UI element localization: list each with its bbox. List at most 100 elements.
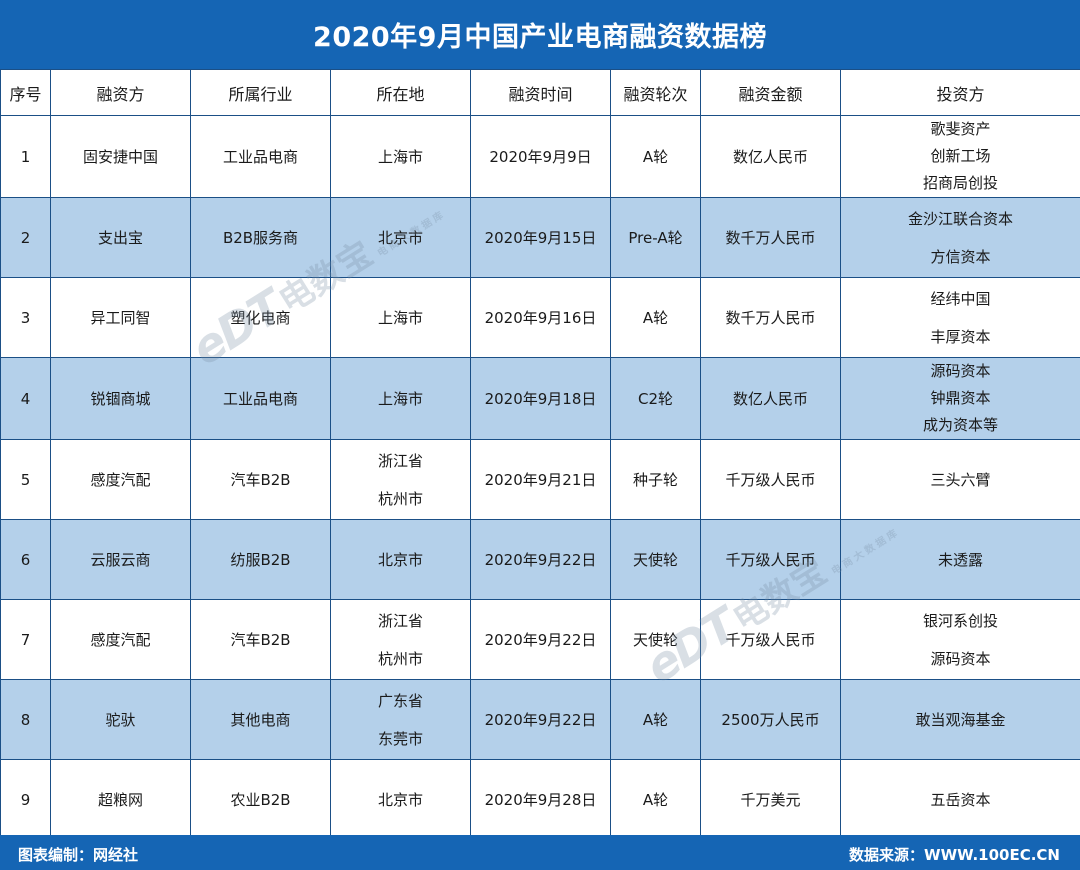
- column-header-industry: 所属行业: [190, 69, 331, 116]
- cell-amount: 数亿人民币: [700, 357, 841, 440]
- cell-no: 1: [0, 115, 51, 198]
- cell-amount: 千万级人民币: [700, 519, 841, 600]
- cell-amount: 千万级人民币: [700, 599, 841, 680]
- cell-location: 浙江省 杭州市: [330, 599, 471, 680]
- cell-date: 2020年9月22日: [470, 679, 611, 760]
- cell-amount: 数亿人民币: [700, 115, 841, 198]
- investor-name: 源码资本: [930, 649, 991, 668]
- cell-industry: 汽车B2B: [190, 439, 331, 520]
- cell-industry: 其他电商: [190, 679, 331, 760]
- cell-no: 3: [0, 277, 51, 358]
- cell-round: A轮: [610, 115, 701, 198]
- cell-industry: 农业B2B: [190, 759, 331, 840]
- table-row: 9 超粮网 农业B2B 北京市 2020年9月28日 A轮 千万美元 五岳资本: [0, 759, 1080, 840]
- cell-amount: 千万美元: [700, 759, 841, 840]
- location-city: 杭州市: [377, 489, 423, 508]
- table-header-row: 序号 融资方 所属行业 所在地 融资时间 融资轮次 融资金额 投资方: [0, 69, 1080, 116]
- cell-no: 7: [0, 599, 51, 680]
- cell-investors: 敢当观海基金: [840, 679, 1080, 760]
- cell-round: A轮: [610, 679, 701, 760]
- cell-round: A轮: [610, 759, 701, 840]
- cell-company: 驼驮: [50, 679, 191, 760]
- cell-date: 2020年9月18日: [470, 357, 611, 440]
- investor-name: 创新工场: [930, 147, 991, 165]
- cell-date: 2020年9月15日: [470, 197, 611, 278]
- cell-investors: 金沙江联合资本 方信资本: [840, 197, 1080, 278]
- cell-industry: 纺服B2B: [190, 519, 331, 600]
- investor-name: 歌斐资产: [930, 120, 991, 138]
- page-title: 2020年9月中国产业电商融资数据榜: [0, 0, 1080, 69]
- cell-investors: 未透露: [840, 519, 1080, 600]
- cell-location: 上海市: [330, 357, 471, 440]
- cell-industry: 塑化电商: [190, 277, 331, 358]
- column-header-investors: 投资方: [840, 69, 1080, 116]
- cell-no: 8: [0, 679, 51, 760]
- cell-date: 2020年9月22日: [470, 599, 611, 680]
- column-header-round: 融资轮次: [610, 69, 701, 116]
- financing-table: 序号 融资方 所属行业 所在地 融资时间 融资轮次 融资金额 投资方 1 固安捷…: [0, 69, 1080, 840]
- location-province: 浙江省: [377, 451, 423, 470]
- column-header-company: 融资方: [50, 69, 191, 116]
- cell-investors: 歌斐资产 创新工场 招商局创投: [840, 115, 1080, 198]
- cell-round: Pre-A轮: [610, 197, 701, 278]
- table-row: 6 云服云商 纺服B2B 北京市 2020年9月22日 天使轮 千万级人民币 未…: [0, 519, 1080, 600]
- location-province: 广东省: [377, 691, 423, 710]
- cell-company: 超粮网: [50, 759, 191, 840]
- cell-date: 2020年9月9日: [470, 115, 611, 198]
- table-row: 2 支出宝 B2B服务商 北京市 2020年9月15日 Pre-A轮 数千万人民…: [0, 197, 1080, 278]
- table-row: 8 驼驮 其他电商 广东省 东莞市 2020年9月22日 A轮 2500万人民币…: [0, 679, 1080, 760]
- cell-company: 感度汽配: [50, 439, 191, 520]
- cell-no: 6: [0, 519, 51, 600]
- footer-source: 数据来源：WWW.100EC.CN: [849, 846, 1060, 864]
- cell-company: 异工同智: [50, 277, 191, 358]
- location-province: 浙江省: [377, 611, 423, 630]
- table-row: 1 固安捷中国 工业品电商 上海市 2020年9月9日 A轮 数亿人民币 歌斐资…: [0, 115, 1080, 198]
- cell-investors: 五岳资本: [840, 759, 1080, 840]
- table-row: 3 异工同智 塑化电商 上海市 2020年9月16日 A轮 数千万人民币 经纬中…: [0, 277, 1080, 358]
- cell-date: 2020年9月22日: [470, 519, 611, 600]
- location-city: 杭州市: [377, 649, 423, 668]
- investor-name: 钟鼎资本: [930, 389, 991, 407]
- investor-name: 成为资本等: [922, 416, 998, 434]
- cell-company: 云服云商: [50, 519, 191, 600]
- cell-investors: 银河系创投 源码资本: [840, 599, 1080, 680]
- investor-name: 方信资本: [930, 247, 991, 266]
- cell-location: 广东省 东莞市: [330, 679, 471, 760]
- cell-company: 感度汽配: [50, 599, 191, 680]
- footer-credit: 图表编制：网经社: [18, 846, 139, 864]
- cell-round: 天使轮: [610, 599, 701, 680]
- cell-amount: 数千万人民币: [700, 277, 841, 358]
- cell-industry: 汽车B2B: [190, 599, 331, 680]
- cell-location: 北京市: [330, 519, 471, 600]
- column-header-amount: 融资金额: [700, 69, 841, 116]
- investor-name: 源码资本: [930, 362, 991, 380]
- investor-name: 经纬中国: [930, 289, 991, 308]
- cell-location: 浙江省 杭州市: [330, 439, 471, 520]
- investor-name: 丰厚资本: [930, 327, 991, 346]
- cell-company: 支出宝: [50, 197, 191, 278]
- cell-amount: 2500万人民币: [700, 679, 841, 760]
- cell-location: 北京市: [330, 759, 471, 840]
- table-row: 4 锐锢商城 工业品电商 上海市 2020年9月18日 C2轮 数亿人民币 源码…: [0, 357, 1080, 440]
- cell-round: 天使轮: [610, 519, 701, 600]
- investor-name: 金沙江联合资本: [907, 209, 1013, 228]
- cell-no: 9: [0, 759, 51, 840]
- cell-industry: 工业品电商: [190, 115, 331, 198]
- column-header-no: 序号: [0, 69, 51, 116]
- cell-date: 2020年9月21日: [470, 439, 611, 520]
- cell-date: 2020年9月16日: [470, 277, 611, 358]
- location-city: 东莞市: [377, 729, 423, 748]
- cell-round: A轮: [610, 277, 701, 358]
- cell-round: 种子轮: [610, 439, 701, 520]
- cell-amount: 千万级人民币: [700, 439, 841, 520]
- cell-investors: 三头六臂: [840, 439, 1080, 520]
- cell-company: 固安捷中国: [50, 115, 191, 198]
- cell-investors: 源码资本 钟鼎资本 成为资本等: [840, 357, 1080, 440]
- cell-industry: 工业品电商: [190, 357, 331, 440]
- column-header-location: 所在地: [330, 69, 471, 116]
- cell-date: 2020年9月28日: [470, 759, 611, 840]
- cell-company: 锐锢商城: [50, 357, 191, 440]
- cell-round: C2轮: [610, 357, 701, 440]
- cell-no: 5: [0, 439, 51, 520]
- cell-location: 上海市: [330, 115, 471, 198]
